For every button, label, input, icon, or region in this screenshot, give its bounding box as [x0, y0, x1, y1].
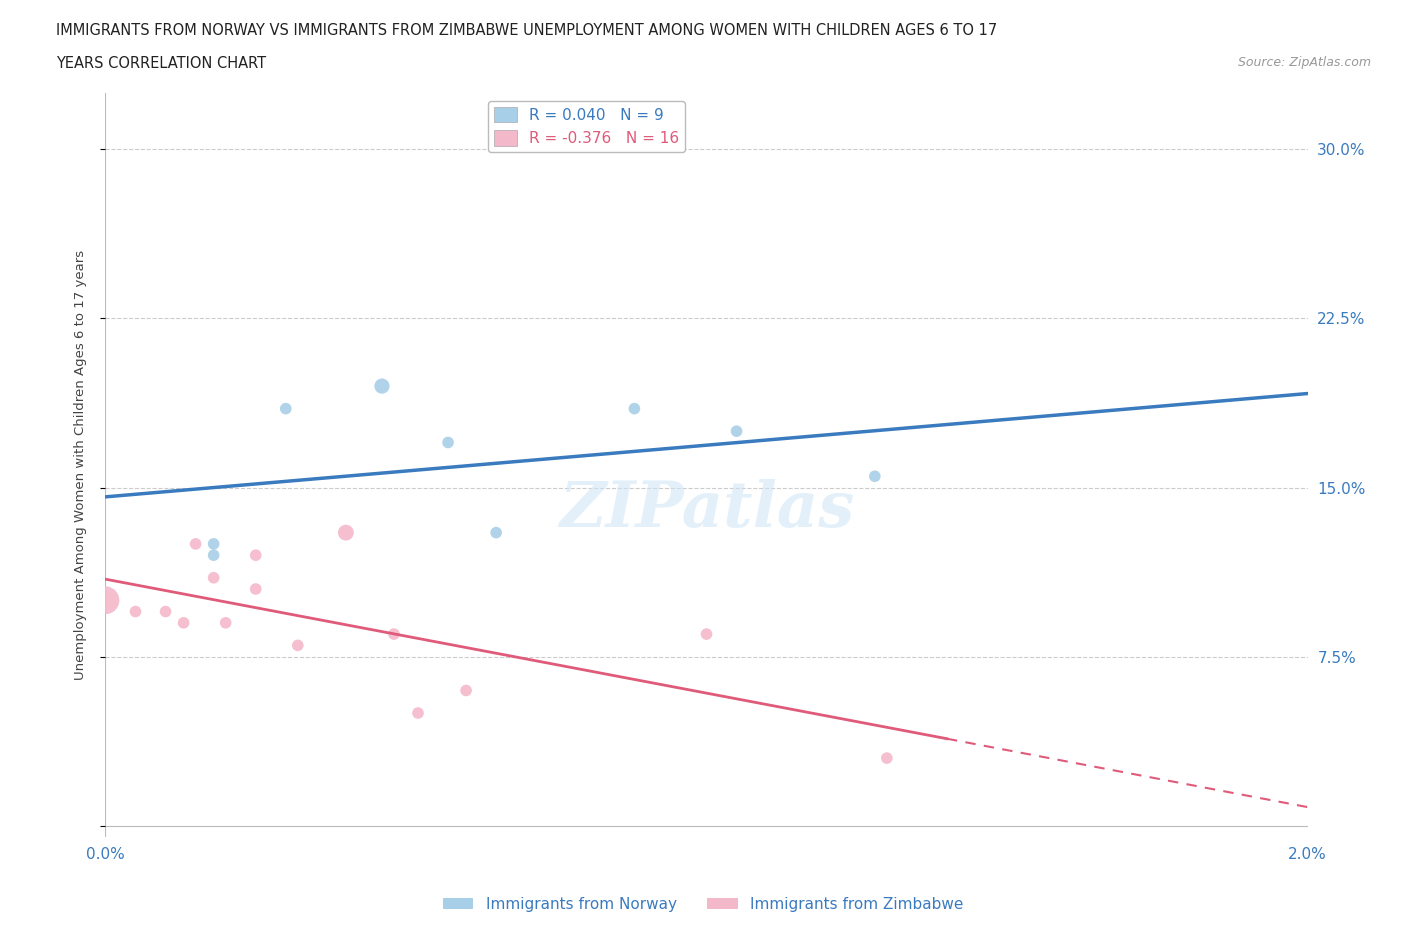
Point	[437, 435, 460, 450]
Point	[623, 401, 645, 416]
Point	[124, 604, 146, 619]
Point	[155, 604, 177, 619]
Point	[371, 379, 394, 393]
Legend: R = 0.040   N = 9, R = -0.376   N = 16: R = 0.040 N = 9, R = -0.376 N = 16	[488, 100, 685, 153]
Point	[485, 525, 508, 540]
Point	[184, 537, 207, 551]
Point	[274, 401, 297, 416]
Legend: Immigrants from Norway, Immigrants from Zimbabwe: Immigrants from Norway, Immigrants from …	[437, 891, 969, 918]
Y-axis label: Unemployment Among Women with Children Ages 6 to 17 years: Unemployment Among Women with Children A…	[75, 250, 87, 680]
Point	[287, 638, 309, 653]
Text: ZIPatlas: ZIPatlas	[560, 479, 853, 540]
Point	[382, 627, 405, 642]
Point	[725, 424, 748, 439]
Point	[202, 537, 225, 551]
Text: YEARS CORRELATION CHART: YEARS CORRELATION CHART	[56, 56, 266, 71]
Point	[202, 570, 225, 585]
Point	[454, 683, 477, 698]
Point	[863, 469, 886, 484]
Point	[696, 627, 718, 642]
Text: Source: ZipAtlas.com: Source: ZipAtlas.com	[1237, 56, 1371, 69]
Point	[245, 581, 267, 596]
Text: IMMIGRANTS FROM NORWAY VS IMMIGRANTS FROM ZIMBABWE UNEMPLOYMENT AMONG WOMEN WITH: IMMIGRANTS FROM NORWAY VS IMMIGRANTS FRO…	[56, 23, 997, 38]
Point	[876, 751, 898, 765]
Point	[214, 616, 236, 631]
Point	[94, 592, 117, 607]
Point	[406, 706, 429, 721]
Point	[335, 525, 357, 540]
Point	[173, 616, 195, 631]
Point	[245, 548, 267, 563]
Point	[202, 548, 225, 563]
